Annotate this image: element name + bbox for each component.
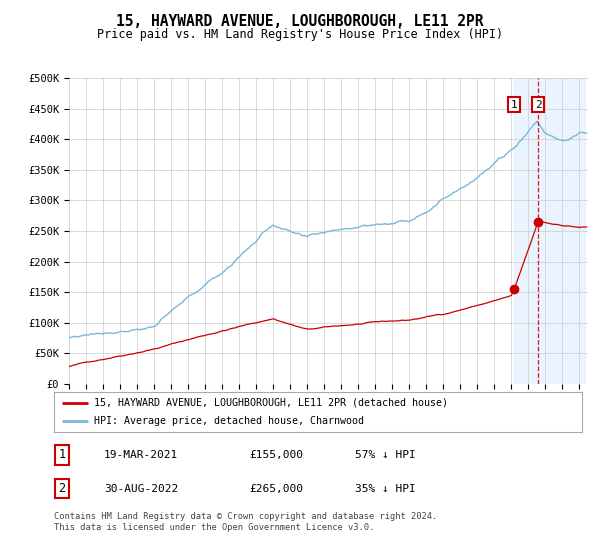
Text: Contains HM Land Registry data © Crown copyright and database right 2024.
This d: Contains HM Land Registry data © Crown c… bbox=[54, 512, 437, 532]
Text: 57% ↓ HPI: 57% ↓ HPI bbox=[355, 450, 416, 460]
Text: 2: 2 bbox=[58, 482, 65, 495]
Text: £265,000: £265,000 bbox=[250, 484, 304, 493]
Text: 30-AUG-2022: 30-AUG-2022 bbox=[104, 484, 178, 493]
Bar bbox=[514, 78, 584, 384]
Text: 15, HAYWARD AVENUE, LOUGHBOROUGH, LE11 2PR (detached house): 15, HAYWARD AVENUE, LOUGHBOROUGH, LE11 2… bbox=[94, 398, 448, 408]
Text: 1: 1 bbox=[58, 449, 65, 461]
Text: 1: 1 bbox=[511, 100, 518, 110]
Text: 15, HAYWARD AVENUE, LOUGHBOROUGH, LE11 2PR: 15, HAYWARD AVENUE, LOUGHBOROUGH, LE11 2… bbox=[116, 14, 484, 29]
Text: Price paid vs. HM Land Registry's House Price Index (HPI): Price paid vs. HM Land Registry's House … bbox=[97, 28, 503, 41]
Text: £155,000: £155,000 bbox=[250, 450, 304, 460]
Text: 19-MAR-2021: 19-MAR-2021 bbox=[104, 450, 178, 460]
Text: 35% ↓ HPI: 35% ↓ HPI bbox=[355, 484, 416, 493]
Text: HPI: Average price, detached house, Charnwood: HPI: Average price, detached house, Char… bbox=[94, 416, 364, 426]
Text: 2: 2 bbox=[535, 100, 542, 110]
